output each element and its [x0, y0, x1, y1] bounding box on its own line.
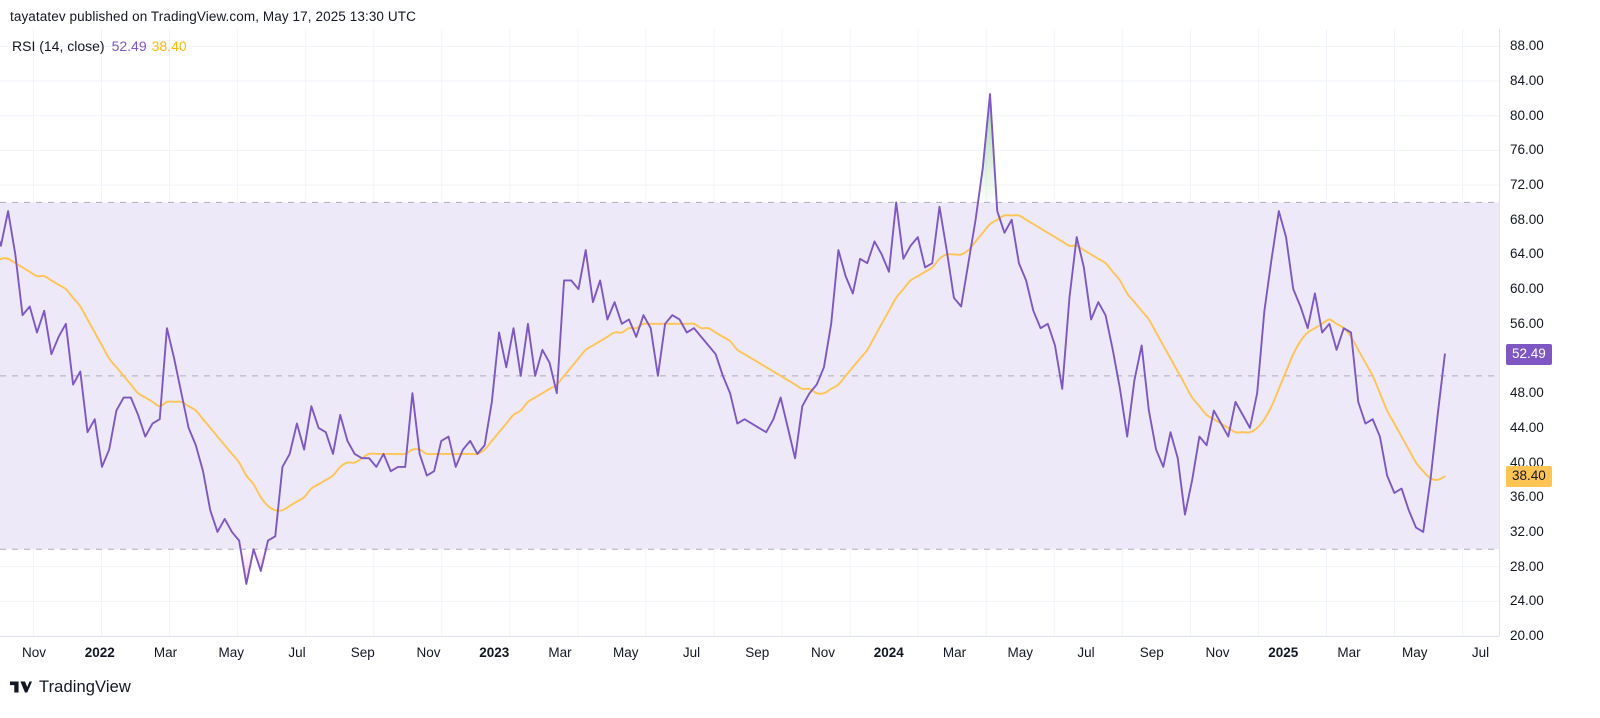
tradingview-footer: TradingView	[10, 676, 131, 698]
price-tick-32-00: 32.00	[1510, 523, 1544, 539]
level-lines	[0, 201, 1499, 550]
time-tick-jul: Jul	[288, 645, 306, 660]
ma-price-badge[interactable]: 38.40	[1506, 466, 1552, 488]
rsi-plot-svg	[0, 29, 1499, 636]
ma-line	[0, 214, 1446, 512]
price-tick-72-00: 72.00	[1510, 177, 1544, 193]
time-tick-sep: Sep	[350, 645, 375, 660]
time-tick-2024: 2024	[873, 645, 904, 660]
tradingview-brand-label: TradingView	[39, 678, 131, 696]
price-tick-40-00: 40.00	[1510, 454, 1544, 470]
time-tick-mar: Mar	[548, 645, 572, 660]
time-tick-may: May	[218, 645, 245, 660]
price-tick-28-00: 28.00	[1510, 558, 1544, 574]
time-tick-2025: 2025	[1268, 645, 1299, 660]
time-tick-may: May	[612, 645, 639, 660]
price-tick-88-00: 88.00	[1510, 38, 1544, 54]
price-tick-48-00: 48.00	[1510, 385, 1544, 401]
price-tick-80-00: 80.00	[1510, 107, 1544, 123]
time-tick-nov: Nov	[810, 645, 836, 660]
time-tick-2023: 2023	[479, 645, 510, 660]
price-scale[interactable]: 88.00 84.00 80.00 76.00 72.00 68.00 64.00 60.00…	[1499, 29, 1600, 643]
chart-plot-area[interactable]	[0, 29, 1499, 636]
price-tick-36-00: 36.00	[1510, 489, 1544, 505]
time-tick-sep: Sep	[745, 645, 770, 660]
price-tick-64-00: 64.00	[1510, 246, 1544, 262]
rsi-line	[0, 93, 1446, 585]
time-tick-jul: Jul	[1077, 645, 1095, 660]
time-tick-mar: Mar	[1337, 645, 1361, 660]
time-tick-mar: Mar	[153, 645, 178, 660]
time-tick-jul: Jul	[1471, 645, 1490, 660]
time-tick-sep: Sep	[1139, 645, 1164, 660]
price-tick-84-00: 84.00	[1510, 73, 1544, 89]
price-tick-56-00: 56.00	[1510, 315, 1544, 331]
attribution-text: tayatatev published on TradingView.com, …	[10, 9, 416, 24]
time-tick-nov: Nov	[416, 645, 441, 660]
time-tick-jul: Jul	[682, 645, 701, 660]
time-tick-2022: 2022	[84, 645, 115, 660]
price-tick-76-00: 76.00	[1510, 142, 1544, 158]
price-tick-60-00: 60.00	[1510, 281, 1544, 297]
time-scale[interactable]: Nov 2022 Mar May Jul Sep Nov 2023 Mar May Jul Sep No…	[0, 636, 1499, 666]
price-tick-68-00: 68.00	[1510, 211, 1544, 227]
price-tick-20-00: 20.00	[1510, 628, 1544, 643]
rsi-price-badge[interactable]: 52.49	[1506, 344, 1552, 366]
tradingview-logo-icon	[10, 681, 32, 693]
price-tick-44-00: 44.00	[1510, 419, 1544, 435]
time-tick-may: May	[1007, 645, 1034, 660]
price-tick-24-00: 24.00	[1510, 593, 1544, 609]
time-tick-mar: Mar	[942, 645, 967, 660]
time-tick-nov: Nov	[1205, 645, 1230, 660]
time-tick-may: May	[1401, 645, 1428, 660]
time-tick-nov: Nov	[21, 645, 47, 660]
